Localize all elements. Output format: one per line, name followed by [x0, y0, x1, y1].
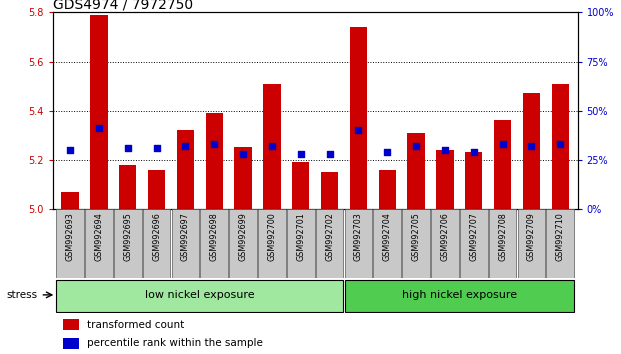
Bar	[57, 280, 343, 312]
Bar	[460, 209, 487, 278]
Point	[325, 151, 335, 157]
Point	[411, 143, 421, 149]
Point	[353, 127, 363, 133]
Point	[440, 147, 450, 153]
Bar	[201, 209, 228, 278]
Bar	[345, 280, 574, 312]
Bar	[523, 93, 540, 209]
Bar	[235, 148, 252, 209]
Text: GSM992707: GSM992707	[469, 212, 478, 261]
Text: GSM992708: GSM992708	[498, 212, 507, 261]
Text: GSM992706: GSM992706	[440, 212, 450, 261]
Bar	[292, 162, 309, 209]
Bar	[263, 84, 281, 209]
Text: GSM992696: GSM992696	[152, 212, 161, 261]
Text: GSM992699: GSM992699	[238, 212, 248, 261]
Bar	[143, 209, 170, 278]
Bar	[85, 209, 113, 278]
Bar	[206, 113, 223, 209]
Point	[65, 147, 75, 153]
Text: GSM992701: GSM992701	[296, 212, 306, 261]
Point	[527, 143, 537, 149]
Text: GSM992709: GSM992709	[527, 212, 536, 261]
Bar	[61, 192, 79, 209]
Bar	[315, 209, 343, 278]
Text: GSM992702: GSM992702	[325, 212, 334, 261]
Bar	[373, 209, 401, 278]
Text: stress: stress	[6, 290, 37, 300]
Bar	[287, 209, 315, 278]
Point	[555, 141, 565, 147]
Bar	[229, 209, 257, 278]
Bar	[551, 84, 569, 209]
Bar	[350, 27, 367, 209]
Bar	[494, 120, 511, 209]
Text: GSM992693: GSM992693	[66, 212, 75, 261]
Point	[238, 151, 248, 157]
Point	[209, 141, 219, 147]
Bar	[63, 338, 79, 349]
Text: GDS4974 / 7972750: GDS4974 / 7972750	[53, 0, 193, 11]
Text: GSM992695: GSM992695	[123, 212, 132, 261]
Point	[497, 141, 507, 147]
Bar	[517, 209, 545, 278]
Bar	[546, 209, 574, 278]
Bar	[57, 209, 84, 278]
Bar	[402, 209, 430, 278]
Bar	[379, 170, 396, 209]
Text: transformed count: transformed count	[87, 320, 184, 330]
Text: GSM992697: GSM992697	[181, 212, 190, 261]
Bar	[63, 319, 79, 330]
Bar	[436, 150, 453, 209]
Bar	[407, 133, 425, 209]
Text: low nickel exposure: low nickel exposure	[145, 290, 255, 300]
Text: percentile rank within the sample: percentile rank within the sample	[87, 338, 263, 348]
Text: GSM992704: GSM992704	[383, 212, 392, 261]
Text: GSM992700: GSM992700	[268, 212, 276, 261]
Point	[296, 151, 306, 157]
Point	[383, 149, 392, 155]
Bar	[119, 165, 137, 209]
Text: high nickel exposure: high nickel exposure	[402, 290, 517, 300]
Text: GSM992710: GSM992710	[556, 212, 564, 261]
Text: GSM992698: GSM992698	[210, 212, 219, 261]
Point	[123, 145, 133, 151]
Point	[152, 145, 161, 151]
Bar	[114, 209, 142, 278]
Text: GSM992705: GSM992705	[412, 212, 420, 261]
Text: GSM992703: GSM992703	[354, 212, 363, 261]
Bar	[258, 209, 286, 278]
Bar	[489, 209, 517, 278]
Bar	[321, 172, 338, 209]
Bar	[465, 152, 483, 209]
Point	[181, 143, 191, 149]
Point	[267, 143, 277, 149]
Point	[469, 149, 479, 155]
Bar	[177, 130, 194, 209]
Bar	[171, 209, 199, 278]
Bar	[431, 209, 459, 278]
Bar	[345, 209, 372, 278]
Bar	[148, 170, 165, 209]
Point	[94, 125, 104, 131]
Text: GSM992694: GSM992694	[94, 212, 104, 261]
Bar	[90, 15, 107, 209]
